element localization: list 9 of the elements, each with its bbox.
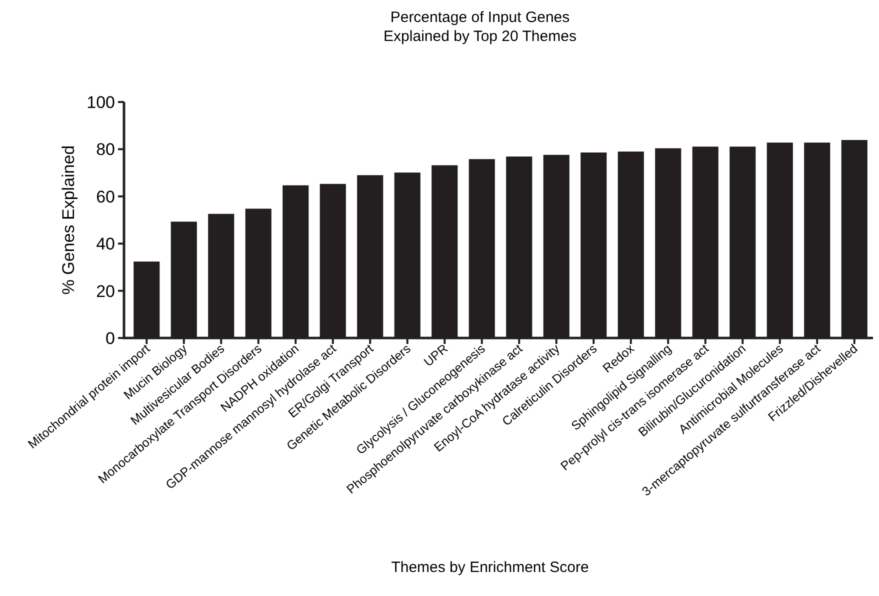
y-tick-label: 60 [96, 187, 115, 206]
y-tick-label: 80 [96, 140, 115, 160]
y-tick-label: 100 [86, 92, 115, 112]
y-tick-label: 20 [96, 282, 115, 301]
y-axis-title: % Genes Explained [59, 145, 78, 295]
y-tick-label: 0 [106, 328, 115, 348]
x-axis-title: Themes by Enrichment Score [391, 559, 589, 576]
y-tick-label: 40 [96, 234, 115, 254]
chart-title: Percentage of Input Genes Explained by Top 20 Themes [384, 9, 576, 45]
